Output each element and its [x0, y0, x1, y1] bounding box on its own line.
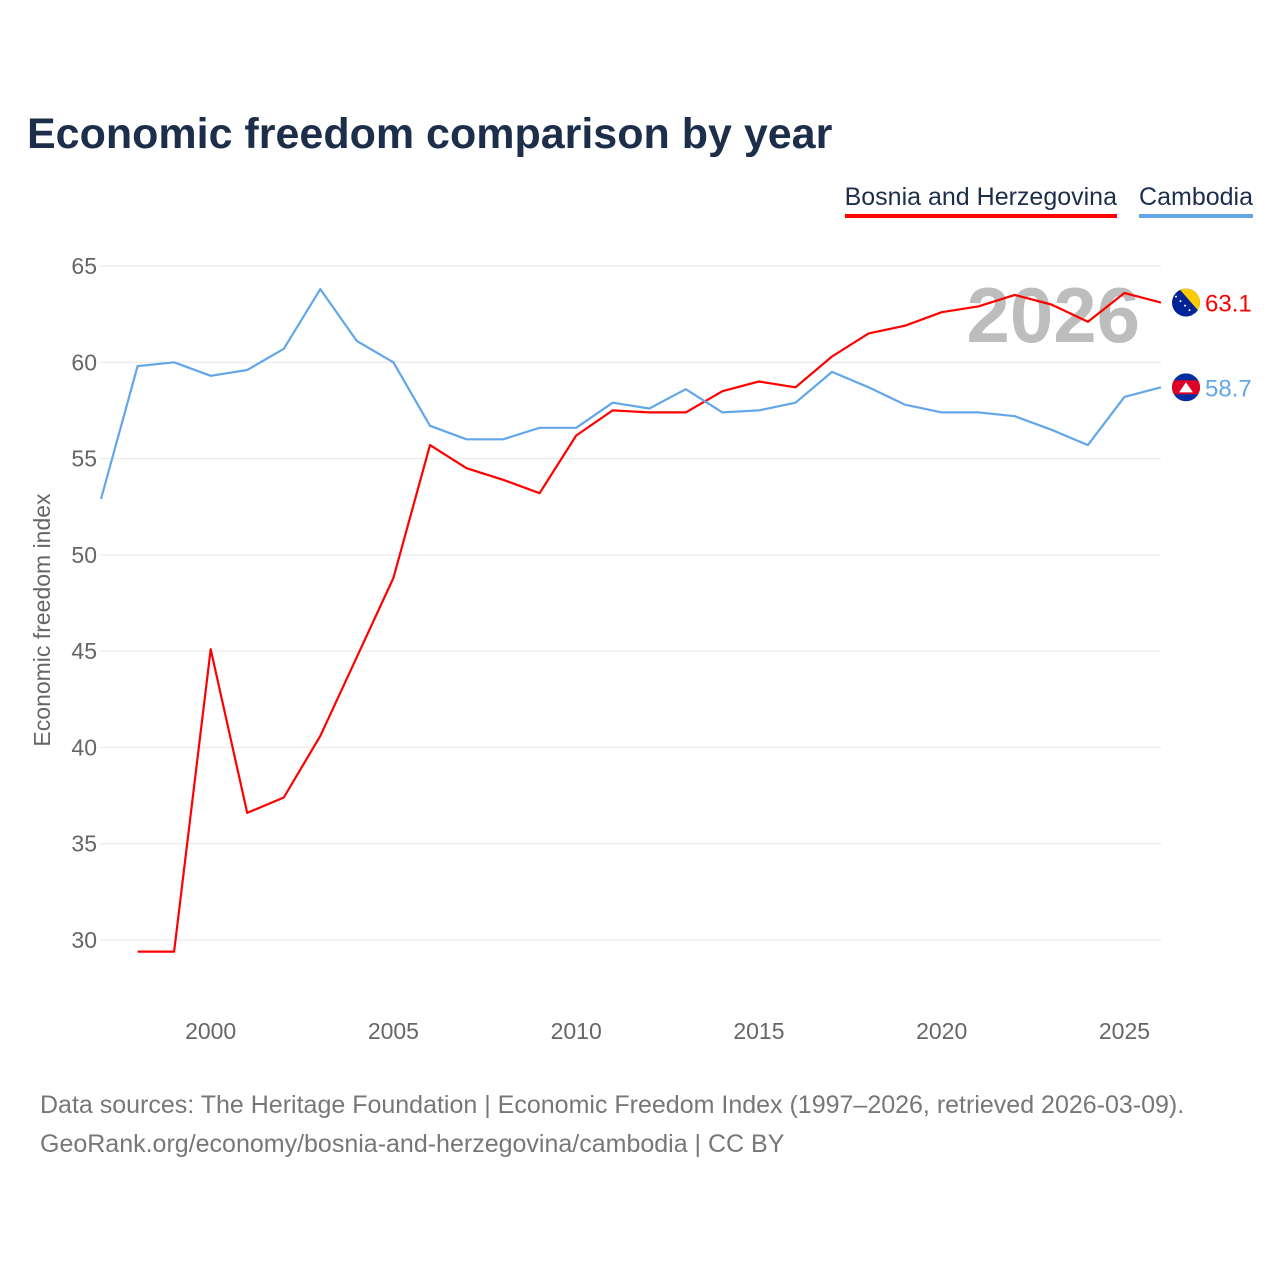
y-tick-label: 35 — [71, 831, 97, 857]
y-tick-label: 55 — [71, 446, 97, 472]
flag-star — [1179, 300, 1182, 303]
x-tick-label: 2025 — [1099, 1018, 1150, 1044]
end-value-label: 58.7 — [1205, 375, 1252, 402]
footer: Data sources: The Heritage Foundation | … — [40, 1086, 1184, 1164]
flag-triangle — [1179, 288, 1200, 313]
flag — [1172, 288, 1200, 317]
y-tick-label: 50 — [71, 542, 97, 568]
y-tick-label: 40 — [71, 734, 97, 760]
flag-star — [1175, 295, 1177, 298]
y-tick-label: 30 — [71, 927, 97, 953]
y-tick-label: 65 — [71, 253, 97, 279]
flag-temple — [1179, 382, 1193, 393]
cambodia-flag-icon — [1172, 373, 1200, 402]
y-tick-label: 60 — [71, 349, 97, 375]
y-axis-label: Economic freedom index — [29, 493, 55, 747]
x-tick-label: 2010 — [551, 1018, 602, 1044]
flag — [1172, 373, 1200, 402]
footer-url: GeoRank.org/economy/bosnia-and-herzegovi… — [40, 1130, 785, 1158]
legend-cambodia[interactable]: Cambodia — [1139, 183, 1253, 218]
x-tick-label: 2005 — [368, 1018, 419, 1044]
footer-sources: Data sources: The Heritage Foundation | … — [40, 1091, 1185, 1119]
x-tick-label: 2020 — [916, 1018, 967, 1044]
y-tick-label: 45 — [71, 638, 97, 664]
series-line-cambodia — [99, 288, 1162, 500]
year-watermark: 2026 — [966, 271, 1140, 359]
chart-title: Economic freedom comparison by year — [27, 110, 833, 158]
bosnia-flag-icon — [1172, 288, 1200, 317]
flag-star — [1184, 304, 1186, 307]
x-tick-label: 2015 — [733, 1018, 784, 1044]
series-line-bosnia — [137, 291, 1162, 953]
end-value-label: 63.1 — [1205, 291, 1252, 318]
flag-star — [1193, 313, 1195, 316]
x-tick-label: 2000 — [185, 1018, 236, 1044]
legend-bosnia[interactable]: Bosnia and Herzegovina — [844, 183, 1117, 218]
flag-star — [1188, 309, 1191, 312]
